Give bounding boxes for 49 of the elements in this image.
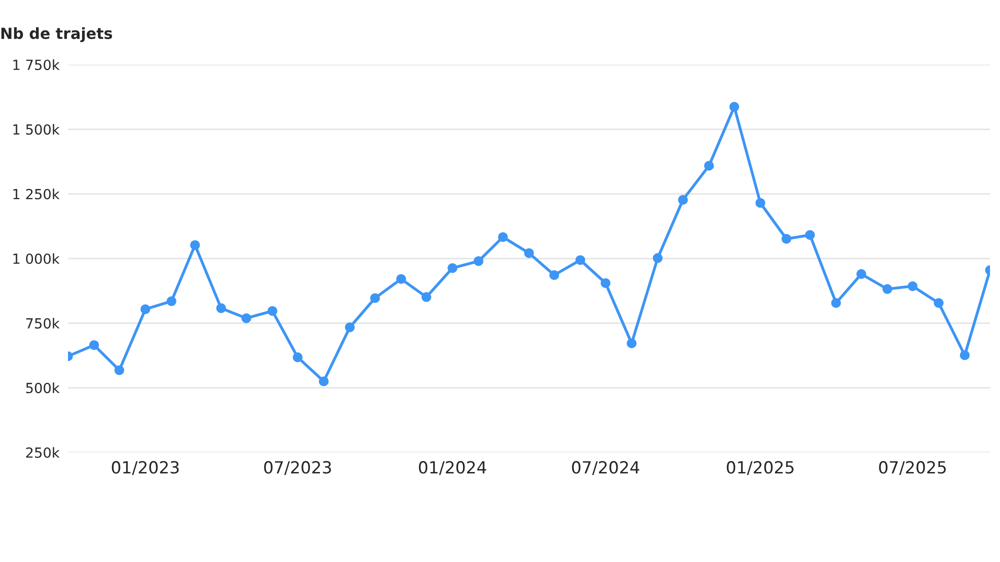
point	[600, 278, 610, 288]
point	[934, 298, 944, 308]
y-tick-label: 1 750k	[13, 59, 60, 70]
point	[190, 240, 200, 250]
point	[241, 313, 252, 324]
x-tick-label: 07/2025	[879, 461, 946, 475]
point	[344, 322, 355, 332]
y-tick-label: 750k	[26, 318, 60, 329]
point	[268, 306, 278, 316]
point	[575, 255, 586, 265]
point	[396, 274, 406, 284]
y-tick-label: 1 250k	[13, 188, 60, 200]
x-tick-label: 01/2023	[112, 461, 179, 475]
point	[782, 234, 792, 244]
point	[831, 298, 841, 308]
y-tick-label: 500k	[26, 382, 60, 394]
point	[498, 232, 508, 242]
point	[755, 198, 766, 208]
point	[114, 365, 124, 376]
point	[292, 352, 303, 362]
point	[729, 102, 740, 112]
y-axis-title: Nb de trajets	[1, 27, 112, 42]
point	[422, 292, 432, 302]
x-tick-label: 07/2024	[572, 461, 640, 475]
point	[626, 338, 636, 348]
y-tick-label: 1 500k	[13, 124, 60, 135]
point	[370, 293, 380, 303]
point	[882, 284, 892, 294]
point	[805, 230, 815, 240]
point	[524, 248, 534, 258]
y-tick-label: 250k	[26, 447, 60, 458]
x-tick-label: 01/2024	[418, 461, 486, 475]
point	[166, 296, 176, 306]
point	[704, 160, 714, 171]
point	[856, 269, 866, 279]
point	[908, 281, 918, 292]
point	[89, 340, 99, 350]
point	[549, 270, 560, 280]
point	[448, 263, 458, 273]
point	[652, 253, 663, 263]
point	[216, 303, 226, 314]
point	[474, 256, 484, 266]
x-tick-label: 07/2023	[264, 461, 331, 475]
point	[678, 194, 688, 205]
point	[140, 304, 150, 314]
point	[318, 376, 329, 386]
point	[960, 350, 970, 360]
x-tick-label: 01/2025	[726, 461, 794, 475]
y-tick-label: 1 000k	[13, 253, 60, 264]
